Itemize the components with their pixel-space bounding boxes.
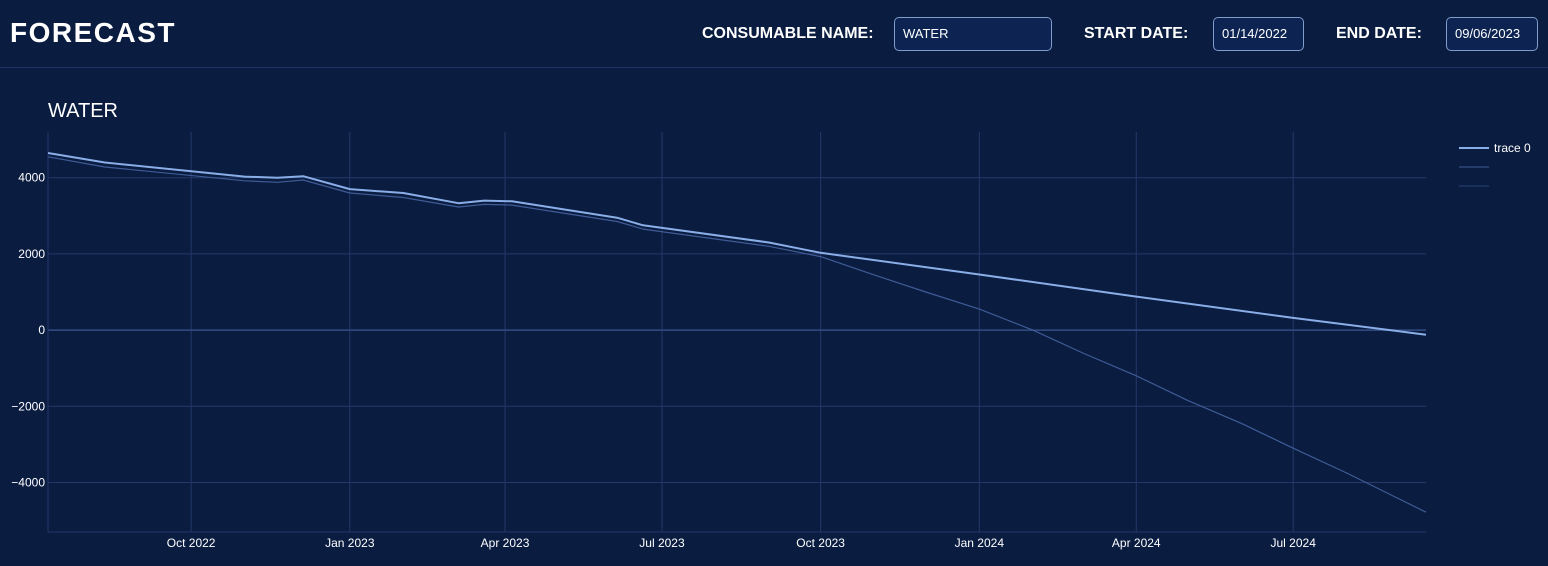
y-tick-label: 2000 bbox=[18, 247, 45, 261]
consumable-name-label: CONSUMABLE NAME: bbox=[702, 25, 874, 42]
chart-legend[interactable]: trace 0 bbox=[1459, 141, 1531, 187]
x-tick-label: Oct 2023 bbox=[796, 536, 845, 550]
start-date-label: START DATE: bbox=[1084, 25, 1189, 42]
x-tick-label: Oct 2022 bbox=[167, 536, 216, 550]
start-date-input[interactable]: 01/14/2022 bbox=[1213, 17, 1304, 51]
x-tick-label: Jul 2023 bbox=[639, 536, 685, 550]
x-tick-label: Apr 2023 bbox=[481, 536, 530, 550]
axis-layer: Oct 2022 Jan 2023 Apr 2023 Jul 2023 Oct 2023… bbox=[11, 132, 1426, 550]
y-tick-label: 0 bbox=[38, 323, 45, 337]
page-title: FORECAST bbox=[10, 17, 176, 48]
y-tick-label: −4000 bbox=[11, 475, 45, 489]
x-tick-label: Jan 2024 bbox=[955, 536, 1005, 550]
y-tick-label: −2000 bbox=[11, 399, 45, 413]
grid-layer bbox=[48, 132, 1426, 532]
series-layer bbox=[47, 152, 1427, 513]
end-date-label: END DATE: bbox=[1336, 25, 1422, 42]
series-line-1 bbox=[47, 156, 1427, 513]
series-line-0 bbox=[47, 152, 1427, 336]
legend-label-0: trace 0 bbox=[1494, 141, 1531, 155]
consumable-name-input[interactable]: WATER bbox=[894, 17, 1052, 51]
y-tick-label: 4000 bbox=[18, 171, 45, 185]
end-date-input[interactable]: 09/06/2023 bbox=[1446, 17, 1538, 51]
x-tick-label: Apr 2024 bbox=[1112, 536, 1161, 550]
chart-title: WATER bbox=[48, 100, 118, 122]
x-tick-label: Jul 2024 bbox=[1271, 536, 1317, 550]
header-bar: FORECAST CONSUMABLE NAME: WATER START DA… bbox=[0, 0, 1548, 68]
x-tick-label: Jan 2023 bbox=[325, 536, 375, 550]
forecast-chart: WATER Oct 2022 Jan 2023 Apr 2023 Jul 2023 Oc… bbox=[11, 100, 1531, 550]
